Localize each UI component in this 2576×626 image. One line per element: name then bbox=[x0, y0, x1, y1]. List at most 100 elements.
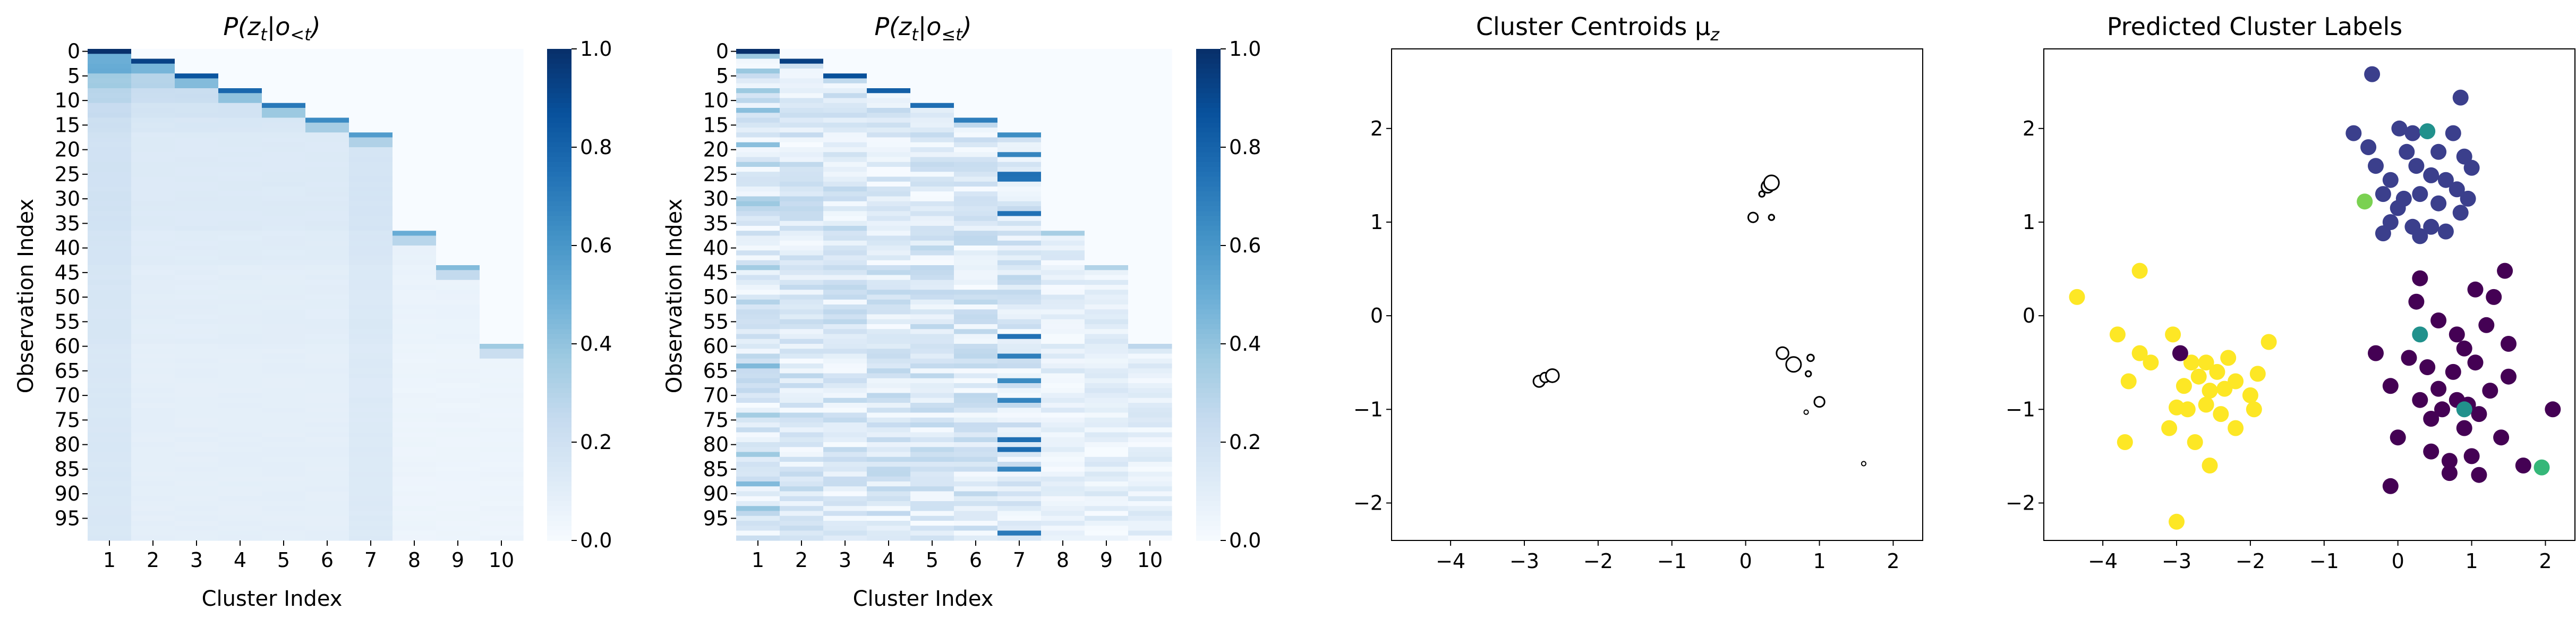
heatmap-cell bbox=[393, 128, 437, 133]
heatmap-cell bbox=[954, 201, 998, 207]
colorbar-segment bbox=[547, 122, 572, 128]
heatmap-cell bbox=[1041, 235, 1085, 241]
heatmap-cell bbox=[305, 250, 349, 256]
heatmap-cell bbox=[393, 54, 437, 60]
data-point bbox=[2261, 334, 2277, 350]
heatmap-cell bbox=[436, 270, 480, 276]
data-point bbox=[2449, 181, 2465, 198]
heatmap-cell bbox=[1128, 334, 1172, 340]
heatmap-cell bbox=[1085, 83, 1129, 89]
heatmap-cell bbox=[393, 427, 437, 433]
heatmap-cell bbox=[393, 235, 437, 241]
heatmap-cell bbox=[131, 501, 175, 506]
heatmap-cell bbox=[780, 462, 824, 467]
heatmap-cell bbox=[349, 462, 393, 467]
heatmap-cell bbox=[867, 246, 911, 251]
colorbar-segment bbox=[1196, 108, 1221, 113]
heatmap-cell bbox=[218, 476, 262, 482]
y-tick-label: 60 bbox=[703, 335, 729, 358]
heatmap-cell bbox=[349, 255, 393, 261]
heatmap-cell bbox=[480, 157, 524, 163]
heatmap-cell bbox=[1085, 383, 1129, 388]
heatmap-cell bbox=[436, 363, 480, 369]
heatmap-cell bbox=[910, 250, 954, 256]
heatmap-cell bbox=[262, 467, 306, 472]
heatmap-cell bbox=[997, 113, 1042, 119]
heatmap-cell bbox=[736, 128, 780, 133]
heatmap-cell bbox=[262, 363, 306, 369]
heatmap-cell bbox=[780, 98, 824, 104]
colorbar-segment bbox=[547, 142, 572, 148]
heatmap-cell bbox=[88, 206, 132, 212]
heatmap-cell bbox=[1085, 142, 1129, 148]
heatmap-cell bbox=[1128, 378, 1172, 384]
heatmap-cell bbox=[823, 226, 867, 231]
heatmap-cell bbox=[480, 117, 524, 123]
heatmap-cell bbox=[997, 211, 1042, 217]
heatmap-cell bbox=[175, 63, 219, 69]
colorbar-segment bbox=[1196, 486, 1221, 492]
heatmap-cell bbox=[910, 471, 954, 477]
colorbar-segment bbox=[1196, 191, 1221, 197]
heatmap-cell bbox=[736, 511, 780, 517]
heatmap-cell bbox=[780, 152, 824, 158]
heatmap-cell bbox=[867, 108, 911, 113]
heatmap-cell bbox=[910, 397, 954, 403]
heatmap-cell bbox=[262, 250, 306, 256]
colorbar-segment bbox=[1196, 69, 1221, 74]
colorbar-segment bbox=[1196, 349, 1221, 354]
heatmap-cell bbox=[736, 191, 780, 197]
heatmap-cell bbox=[910, 58, 954, 64]
heatmap-cell bbox=[1041, 63, 1085, 69]
heatmap-cell bbox=[131, 373, 175, 379]
heatmap-cell bbox=[88, 113, 132, 119]
heatmap-cell bbox=[954, 417, 998, 423]
x-tick-label: 10 bbox=[489, 548, 514, 572]
heatmap-cell bbox=[780, 240, 824, 246]
heatmap-cell bbox=[393, 206, 437, 212]
y-tick-label: 75 bbox=[55, 408, 80, 432]
heatmap-cell bbox=[305, 456, 349, 462]
heatmap-cell bbox=[1085, 176, 1129, 182]
colorbar-segment bbox=[1196, 329, 1221, 335]
heatmap-cell bbox=[867, 152, 911, 158]
heatmap-cell bbox=[867, 93, 911, 99]
heatmap-cell bbox=[1041, 93, 1085, 99]
heatmap-cell bbox=[88, 69, 132, 74]
heatmap-cell bbox=[262, 132, 306, 138]
heatmap-cell bbox=[910, 501, 954, 506]
heatmap-cell bbox=[1085, 240, 1129, 246]
colorbar-segment bbox=[1196, 447, 1221, 453]
heatmap-posterior-title: P(zt|o≤t) bbox=[874, 12, 971, 45]
heatmap-cell bbox=[997, 486, 1042, 492]
colorbar-segment bbox=[1196, 403, 1221, 408]
heatmap-cell bbox=[780, 250, 824, 256]
heatmap-cell bbox=[954, 187, 998, 192]
heatmap-cell bbox=[262, 442, 306, 447]
heatmap-cell bbox=[218, 393, 262, 399]
x-tick-label: 3 bbox=[190, 548, 203, 572]
heatmap-cell bbox=[997, 412, 1042, 418]
colorbar-segment bbox=[1196, 471, 1221, 477]
heatmap-cell bbox=[910, 383, 954, 388]
heatmap-cell bbox=[997, 167, 1042, 172]
heatmap-cell bbox=[480, 54, 524, 60]
heatmap-cell bbox=[218, 231, 262, 236]
centroid-point bbox=[1747, 212, 1759, 223]
heatmap-cell bbox=[954, 226, 998, 231]
colorbar-segment bbox=[1196, 142, 1221, 148]
heatmap-cell bbox=[780, 181, 824, 187]
heatmap-cell bbox=[910, 373, 954, 379]
heatmap-cell bbox=[131, 339, 175, 344]
heatmap-cell bbox=[436, 83, 480, 89]
heatmap-cell bbox=[436, 201, 480, 207]
data-point bbox=[2131, 345, 2148, 361]
heatmap-cell bbox=[1085, 329, 1129, 335]
heatmap-cell bbox=[736, 235, 780, 241]
heatmap-cell bbox=[218, 280, 262, 285]
heatmap-cell bbox=[88, 378, 132, 384]
heatmap-cell bbox=[780, 403, 824, 408]
heatmap-cell bbox=[175, 206, 219, 212]
heatmap-cell bbox=[305, 397, 349, 403]
heatmap-cell bbox=[88, 383, 132, 388]
